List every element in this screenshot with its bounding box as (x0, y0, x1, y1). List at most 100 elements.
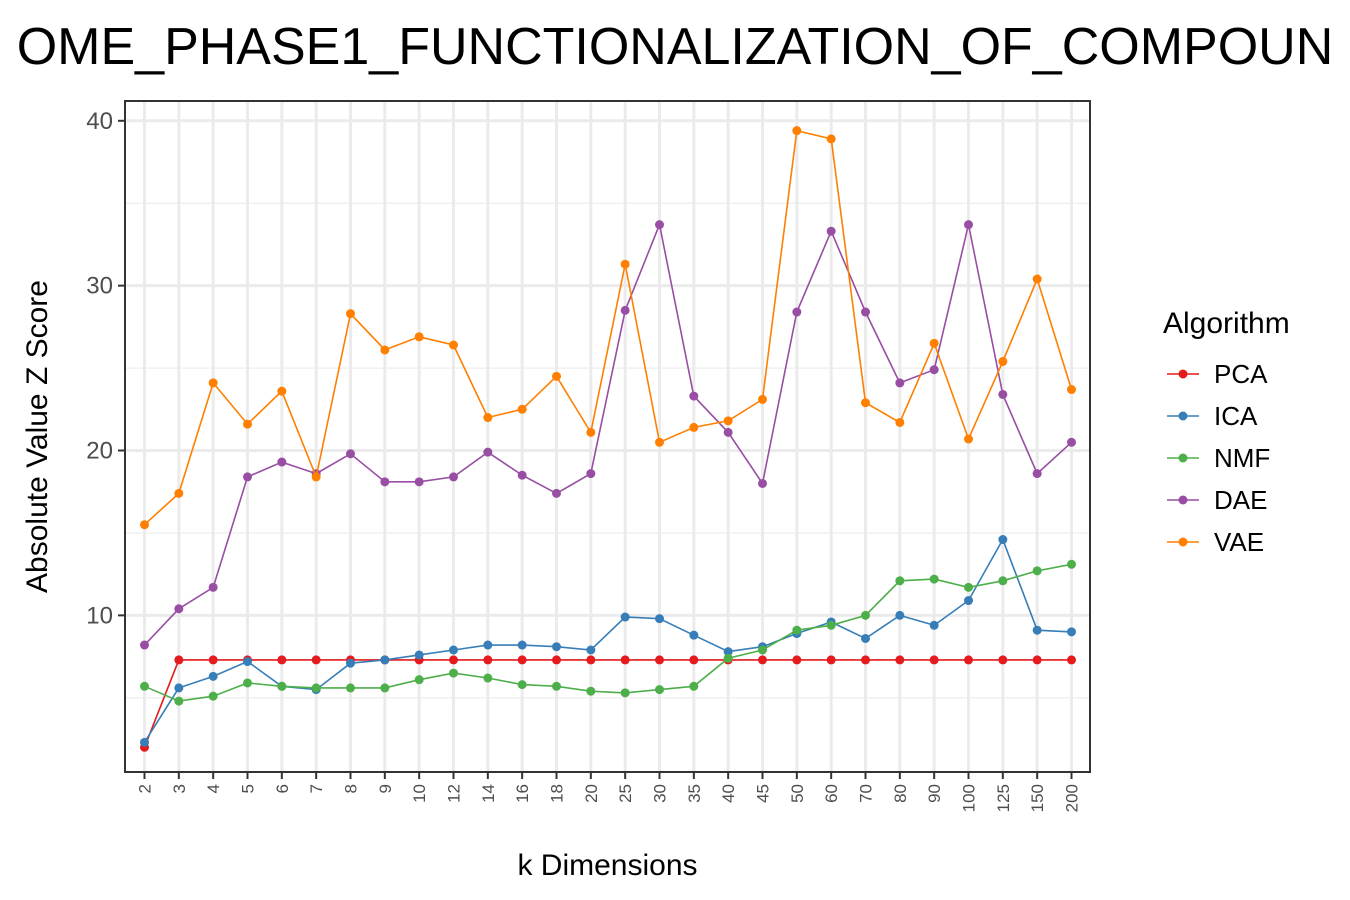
data-point-vae (895, 417, 905, 427)
data-point-dae (140, 640, 149, 650)
data-point-ica (655, 614, 664, 624)
data-point-dae (655, 220, 664, 230)
data-point-pca (517, 655, 527, 665)
legend-item-ica: ICA (1167, 401, 1258, 431)
x-tick-label: 35 (685, 784, 704, 803)
data-point-nmf (208, 691, 218, 701)
data-point-nmf (861, 610, 870, 620)
data-point-vae (758, 394, 767, 404)
data-point-pca (449, 655, 458, 665)
x-tick-label: 8 (342, 784, 361, 793)
data-point-dae (1032, 469, 1042, 479)
x-tick-label: 7 (307, 784, 326, 793)
data-point-ica (689, 630, 699, 640)
data-point-pca (1067, 655, 1076, 665)
x-axis: 2 3 4 5 6 7 8 9 10 12 14 16 18 20 25 30 35 40 45 50 60 70 80 90… (136, 772, 1082, 812)
data-point-pca (929, 655, 939, 665)
data-point-ica (174, 683, 184, 693)
x-tick-label: 50 (788, 784, 807, 803)
data-point-nmf (552, 681, 561, 691)
data-point-nmf (380, 683, 390, 693)
y-axis: 10 20 30 40 (86, 108, 125, 629)
y-tick-label: 40 (86, 108, 113, 135)
data-point-vae (586, 427, 596, 437)
data-point-dae (861, 307, 870, 317)
series-line-ica (143, 537, 1072, 743)
data-point-dae (1067, 437, 1076, 447)
data-point-dae (346, 449, 355, 459)
x-tick-label: 2 (136, 784, 155, 793)
data-point-ica (964, 596, 973, 606)
series-line-dae (143, 221, 1073, 646)
data-point-vae (346, 309, 355, 319)
x-tick-label: 150 (1028, 784, 1047, 812)
data-point-pca (208, 655, 218, 665)
data-point-vae (552, 371, 561, 381)
series-dae (140, 220, 1076, 650)
data-point-ica (380, 655, 390, 665)
x-tick-label: 4 (204, 784, 223, 793)
data-point-pca (895, 655, 905, 665)
data-point-pca (1032, 655, 1042, 665)
legend-label: DAE (1214, 485, 1267, 515)
data-point-pca (689, 655, 699, 665)
legend-key-point (1178, 453, 1188, 463)
data-point-nmf (1032, 566, 1042, 576)
data-point-vae (1032, 274, 1042, 284)
data-point-pca (826, 655, 836, 665)
data-point-dae (895, 378, 905, 388)
data-point-vae (861, 398, 870, 408)
x-tick-label: 12 (445, 784, 464, 803)
data-point-ica (414, 650, 424, 660)
x-tick-label: 125 (994, 784, 1013, 812)
x-tick-label: 20 (582, 784, 601, 803)
series-layer (140, 126, 1076, 752)
chart-title: OME_PHASE1_FUNCTIONALIZATION_OF_COMPOUN (17, 18, 1334, 76)
x-tick-label: 100 (960, 784, 979, 812)
data-point-ica (895, 610, 905, 620)
data-point-vae (689, 422, 699, 432)
data-point-nmf (895, 576, 905, 586)
x-tick-label: 3 (170, 784, 189, 793)
data-point-vae (243, 419, 252, 429)
data-point-dae (620, 305, 630, 315)
y-axis-title: Absolute Value Z Score (21, 280, 54, 593)
data-point-nmf (517, 680, 527, 690)
data-point-nmf (929, 574, 939, 584)
x-tick-label: 25 (616, 784, 635, 803)
series-nmf (140, 559, 1076, 706)
data-point-nmf (277, 681, 287, 691)
data-point-nmf (998, 576, 1008, 586)
data-point-dae (174, 604, 184, 614)
data-point-pca (174, 655, 184, 665)
data-point-vae (792, 126, 802, 136)
data-point-nmf (792, 625, 802, 635)
x-tick-label: 5 (239, 784, 258, 793)
data-point-nmf (826, 620, 836, 630)
x-tick-label: 80 (891, 784, 910, 803)
x-axis-title: k Dimensions (517, 849, 697, 882)
data-point-nmf (243, 678, 252, 688)
data-point-nmf (586, 686, 596, 696)
data-point-pca (758, 655, 767, 665)
series-vae (140, 126, 1076, 530)
x-tick-label: 90 (925, 784, 944, 803)
data-point-nmf (346, 683, 355, 693)
x-tick-label: 9 (376, 784, 395, 793)
data-point-ica (620, 612, 630, 622)
data-point-ica (346, 658, 355, 668)
data-point-pca (655, 655, 664, 665)
data-point-ica (483, 640, 493, 650)
legend-label: ICA (1214, 401, 1258, 431)
data-point-nmf (483, 673, 493, 683)
data-point-dae (792, 307, 802, 317)
series-line-nmf (144, 563, 1072, 702)
data-point-dae (517, 470, 527, 480)
data-point-pca (964, 655, 973, 665)
data-point-ica (243, 657, 252, 667)
data-point-nmf (620, 688, 630, 698)
legend-label: PCA (1214, 359, 1268, 389)
legend-item-dae: DAE (1167, 485, 1267, 515)
legend-key-point (1178, 411, 1188, 421)
data-point-nmf (723, 653, 733, 663)
